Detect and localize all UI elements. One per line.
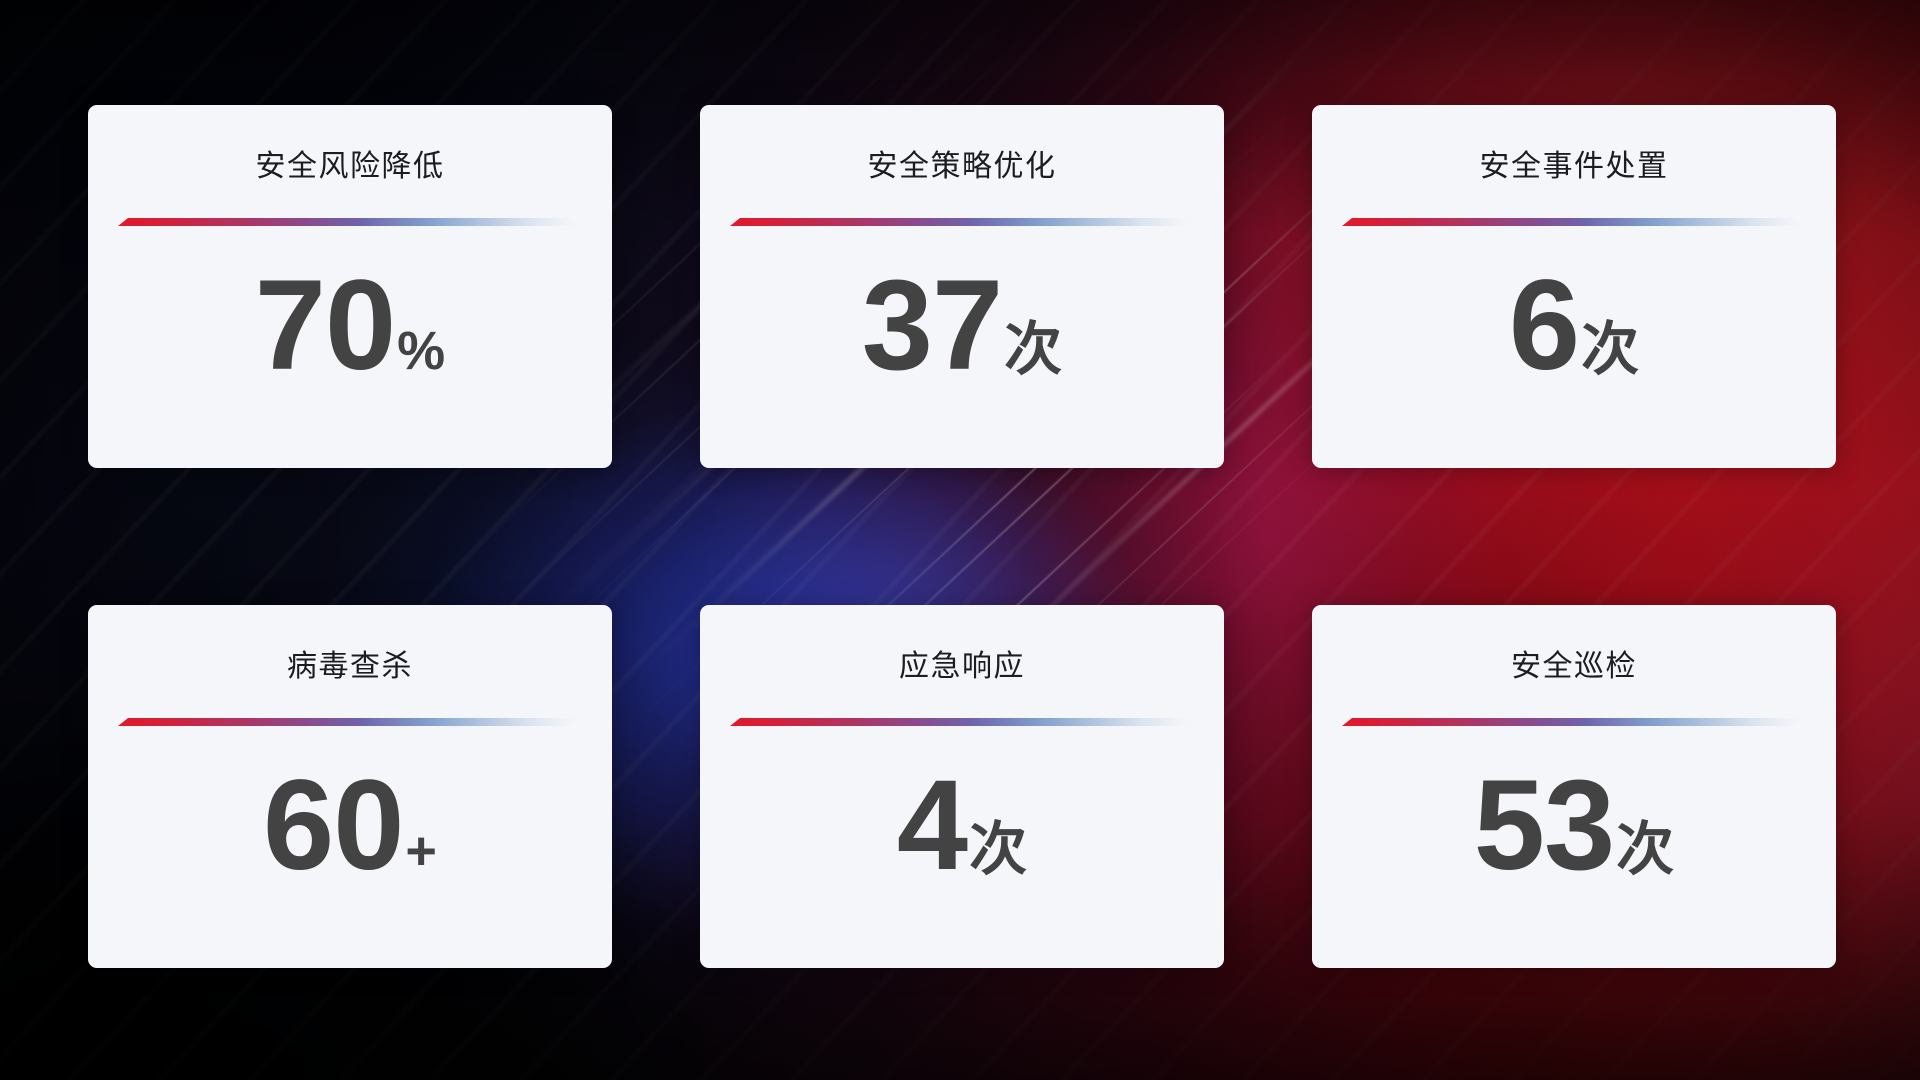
metric-value-number: 4 — [896, 754, 968, 897]
metric-card-value: 70% — [255, 262, 445, 390]
metric-card-title: 应急响应 — [899, 650, 1025, 683]
metric-card[interactable]: 安全巡检 53 次 — [1312, 605, 1836, 968]
metric-card-value: 37 次 — [862, 262, 1062, 390]
metric-card-title: 安全风险降低 — [255, 150, 445, 183]
metric-card-title: 安全策略优化 — [867, 150, 1057, 183]
metric-value-suffix: 次 — [1581, 317, 1640, 382]
metric-value-suffix: 次 — [1004, 317, 1063, 382]
metric-value-number: 70 — [254, 254, 396, 397]
metric-card-divider — [118, 218, 582, 226]
metric-card-title: 安全事件处置 — [1479, 150, 1669, 183]
metric-card-value: 60 + — [263, 762, 437, 890]
metric-card-divider — [1342, 218, 1806, 226]
metric-card-value: 53 次 — [1474, 762, 1674, 890]
metric-card[interactable]: 安全事件处置 6 次 — [1312, 105, 1836, 468]
metric-card-divider — [730, 218, 1194, 226]
metric-card-divider — [118, 718, 582, 726]
metric-value-suffix: 次 — [969, 817, 1028, 882]
metric-value-number: 37 — [861, 254, 1003, 397]
metric-value-suffix: + — [405, 821, 437, 881]
metric-card-divider — [1342, 718, 1806, 726]
gradient-bar — [730, 218, 1194, 226]
metric-card-divider — [730, 718, 1194, 726]
metric-value-number: 60 — [263, 754, 404, 897]
metric-value-suffix: % — [397, 321, 446, 381]
metric-card[interactable]: 安全风险降低 70% — [88, 105, 612, 468]
metric-card-grid: 安全风险降低 70% 安全策略优化 37 次安全事件处置 6 次病毒查杀 60 + 应急响应 4 次安… — [88, 105, 1836, 968]
gradient-bar — [118, 718, 582, 726]
metric-card[interactable]: 病毒查杀 60 + — [88, 605, 612, 968]
gradient-bar — [1342, 718, 1806, 726]
metric-card-title: 安全巡检 — [1511, 650, 1637, 683]
gradient-bar — [730, 718, 1194, 726]
metric-value-number: 6 — [1508, 254, 1580, 397]
metric-card[interactable]: 应急响应 4 次 — [700, 605, 1224, 968]
gradient-bar — [118, 218, 582, 226]
metric-card[interactable]: 安全策略优化 37 次 — [700, 105, 1224, 468]
metric-value-suffix: 次 — [1616, 817, 1675, 882]
gradient-bar — [1342, 218, 1806, 226]
metric-card-title: 病毒查杀 — [287, 650, 413, 683]
metric-value-number: 53 — [1473, 754, 1615, 897]
